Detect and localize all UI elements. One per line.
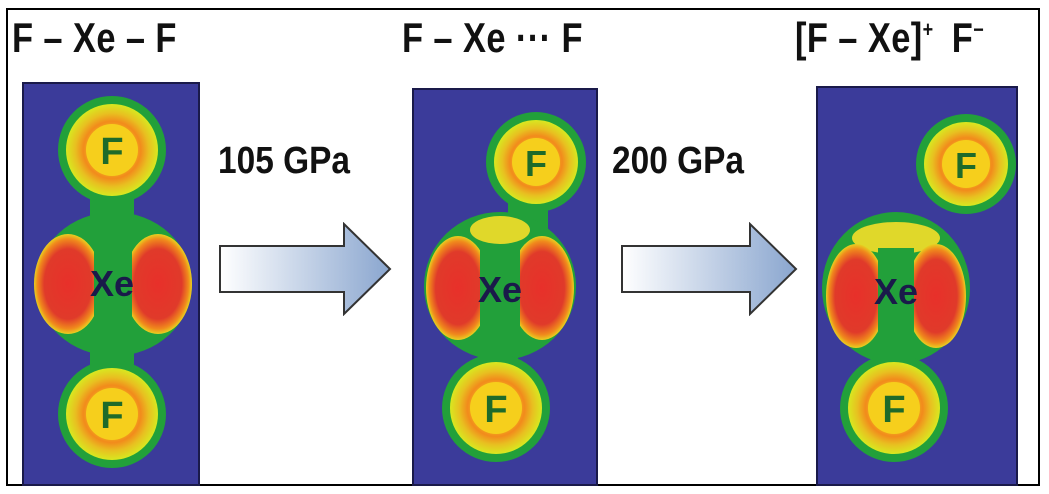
xe-lobe-right <box>906 244 966 348</box>
xe-lobe-left <box>34 234 102 334</box>
pressure-label-2: 200 GPa <box>612 140 744 182</box>
panel-ionic: F Xe F <box>816 86 1018 486</box>
title-cation-charge: + <box>922 17 934 42</box>
title-panel-2: F – Xe ··· F <box>402 14 583 61</box>
pressure-label-1: 105 GPa <box>218 140 350 182</box>
arrow-right-icon-1 <box>219 222 392 316</box>
atom-label-xe: Xe <box>90 263 134 304</box>
atom-label-f-top: F <box>525 143 547 184</box>
title-panel-3: [F – Xe]+ F− <box>795 14 984 62</box>
atom-label-xe: Xe <box>874 271 918 312</box>
title-panel-1: F – Xe – F <box>12 14 177 61</box>
xe-lobe-left <box>426 236 490 340</box>
arrow-right-icon-2 <box>621 222 798 316</box>
xe-lobe-right <box>510 236 574 340</box>
atom-label-f-bottom: F <box>484 389 507 431</box>
atom-label-f-bottom: F <box>882 389 905 431</box>
xe-lobe-left <box>826 244 886 348</box>
panel-symmetric: F Xe F <box>22 82 200 486</box>
atom-label-f-top: F <box>100 131 123 173</box>
atom-label-f-top: F <box>955 145 977 186</box>
atom-label-xe: Xe <box>478 269 522 310</box>
xe-lobe-right <box>124 234 192 334</box>
title-anion: F <box>951 14 974 61</box>
panel-asymmetric: F Xe F <box>412 88 598 486</box>
atom-label-f-bottom: F <box>100 395 123 437</box>
title-anion-charge: − <box>973 17 985 42</box>
title-cation: [F – Xe] <box>795 14 923 61</box>
